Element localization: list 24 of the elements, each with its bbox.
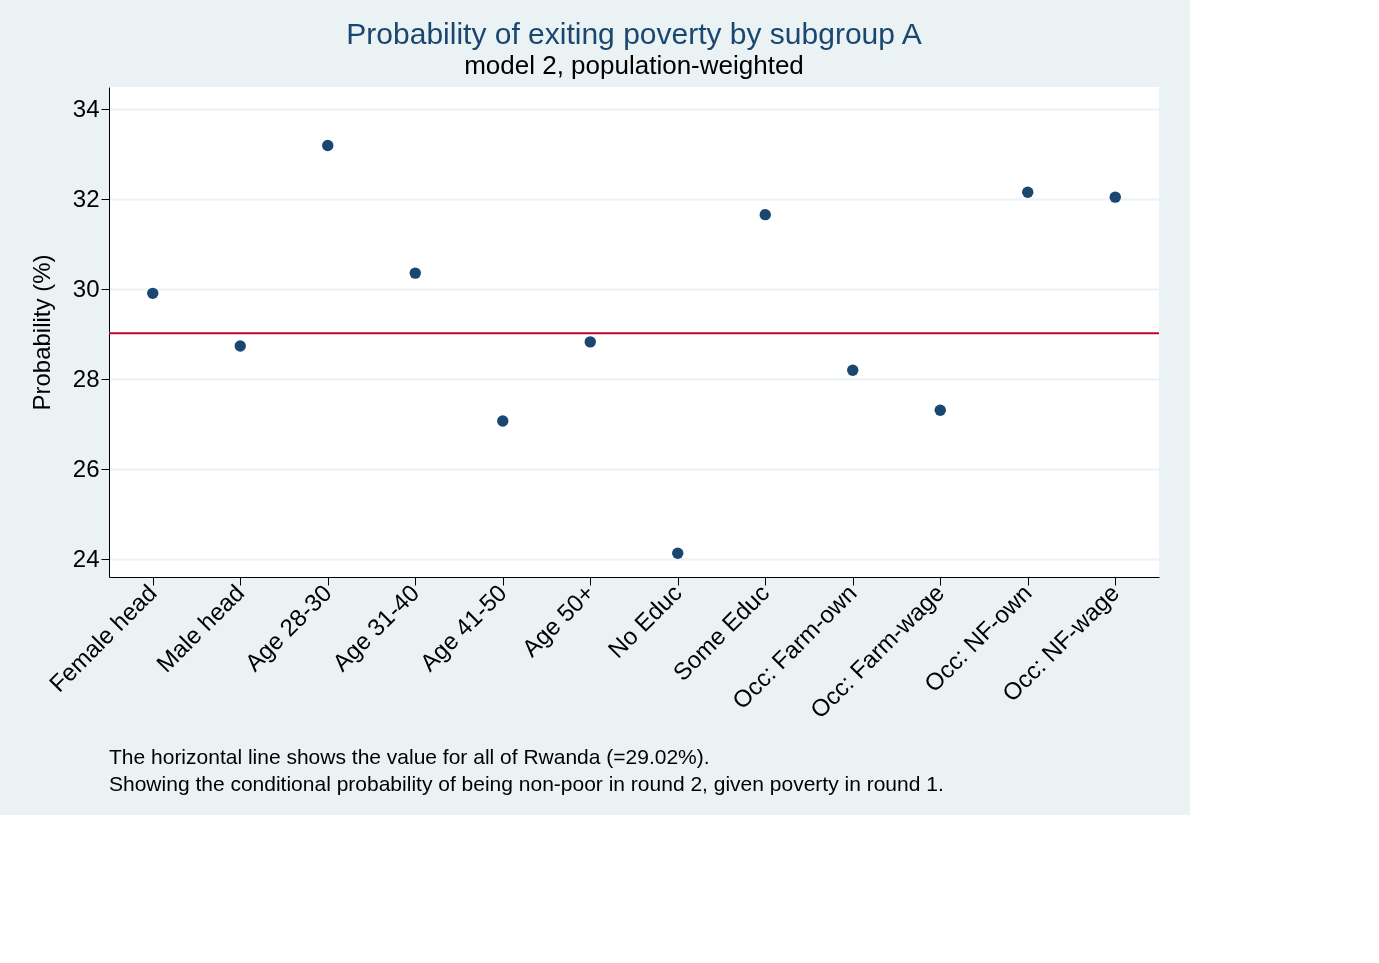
x-tick-label: Age 50+ xyxy=(516,578,600,662)
point xyxy=(1022,186,1034,198)
y-axis-title: Probability (%) xyxy=(27,254,55,411)
point xyxy=(584,336,596,348)
y-tick-label: 34 xyxy=(72,94,100,122)
text: Showing the conditional probability of being non-poor in round 2, given poverty in round 1. xyxy=(109,771,944,795)
point xyxy=(147,287,159,300)
point xyxy=(934,404,946,416)
point xyxy=(847,364,859,376)
y-tick-label: 32 xyxy=(72,184,100,212)
point xyxy=(234,340,246,352)
y-tick-label: 24 xyxy=(72,544,100,572)
y-tick-label: 30 xyxy=(72,274,100,302)
chart-subtitle: model 2, population-weighted xyxy=(464,50,804,80)
point xyxy=(672,547,684,559)
y-tick-label: 26 xyxy=(72,454,100,482)
y-tick-label: 28 xyxy=(72,364,100,392)
point xyxy=(322,139,334,152)
point xyxy=(1109,191,1121,203)
chart-title: Probability of exiting poverty by subgroup A xyxy=(346,17,922,50)
point xyxy=(497,415,509,427)
point xyxy=(759,208,771,221)
point xyxy=(409,267,421,279)
text: The horizontal line shows the value for all of Rwanda (=29.02%). xyxy=(109,744,710,768)
